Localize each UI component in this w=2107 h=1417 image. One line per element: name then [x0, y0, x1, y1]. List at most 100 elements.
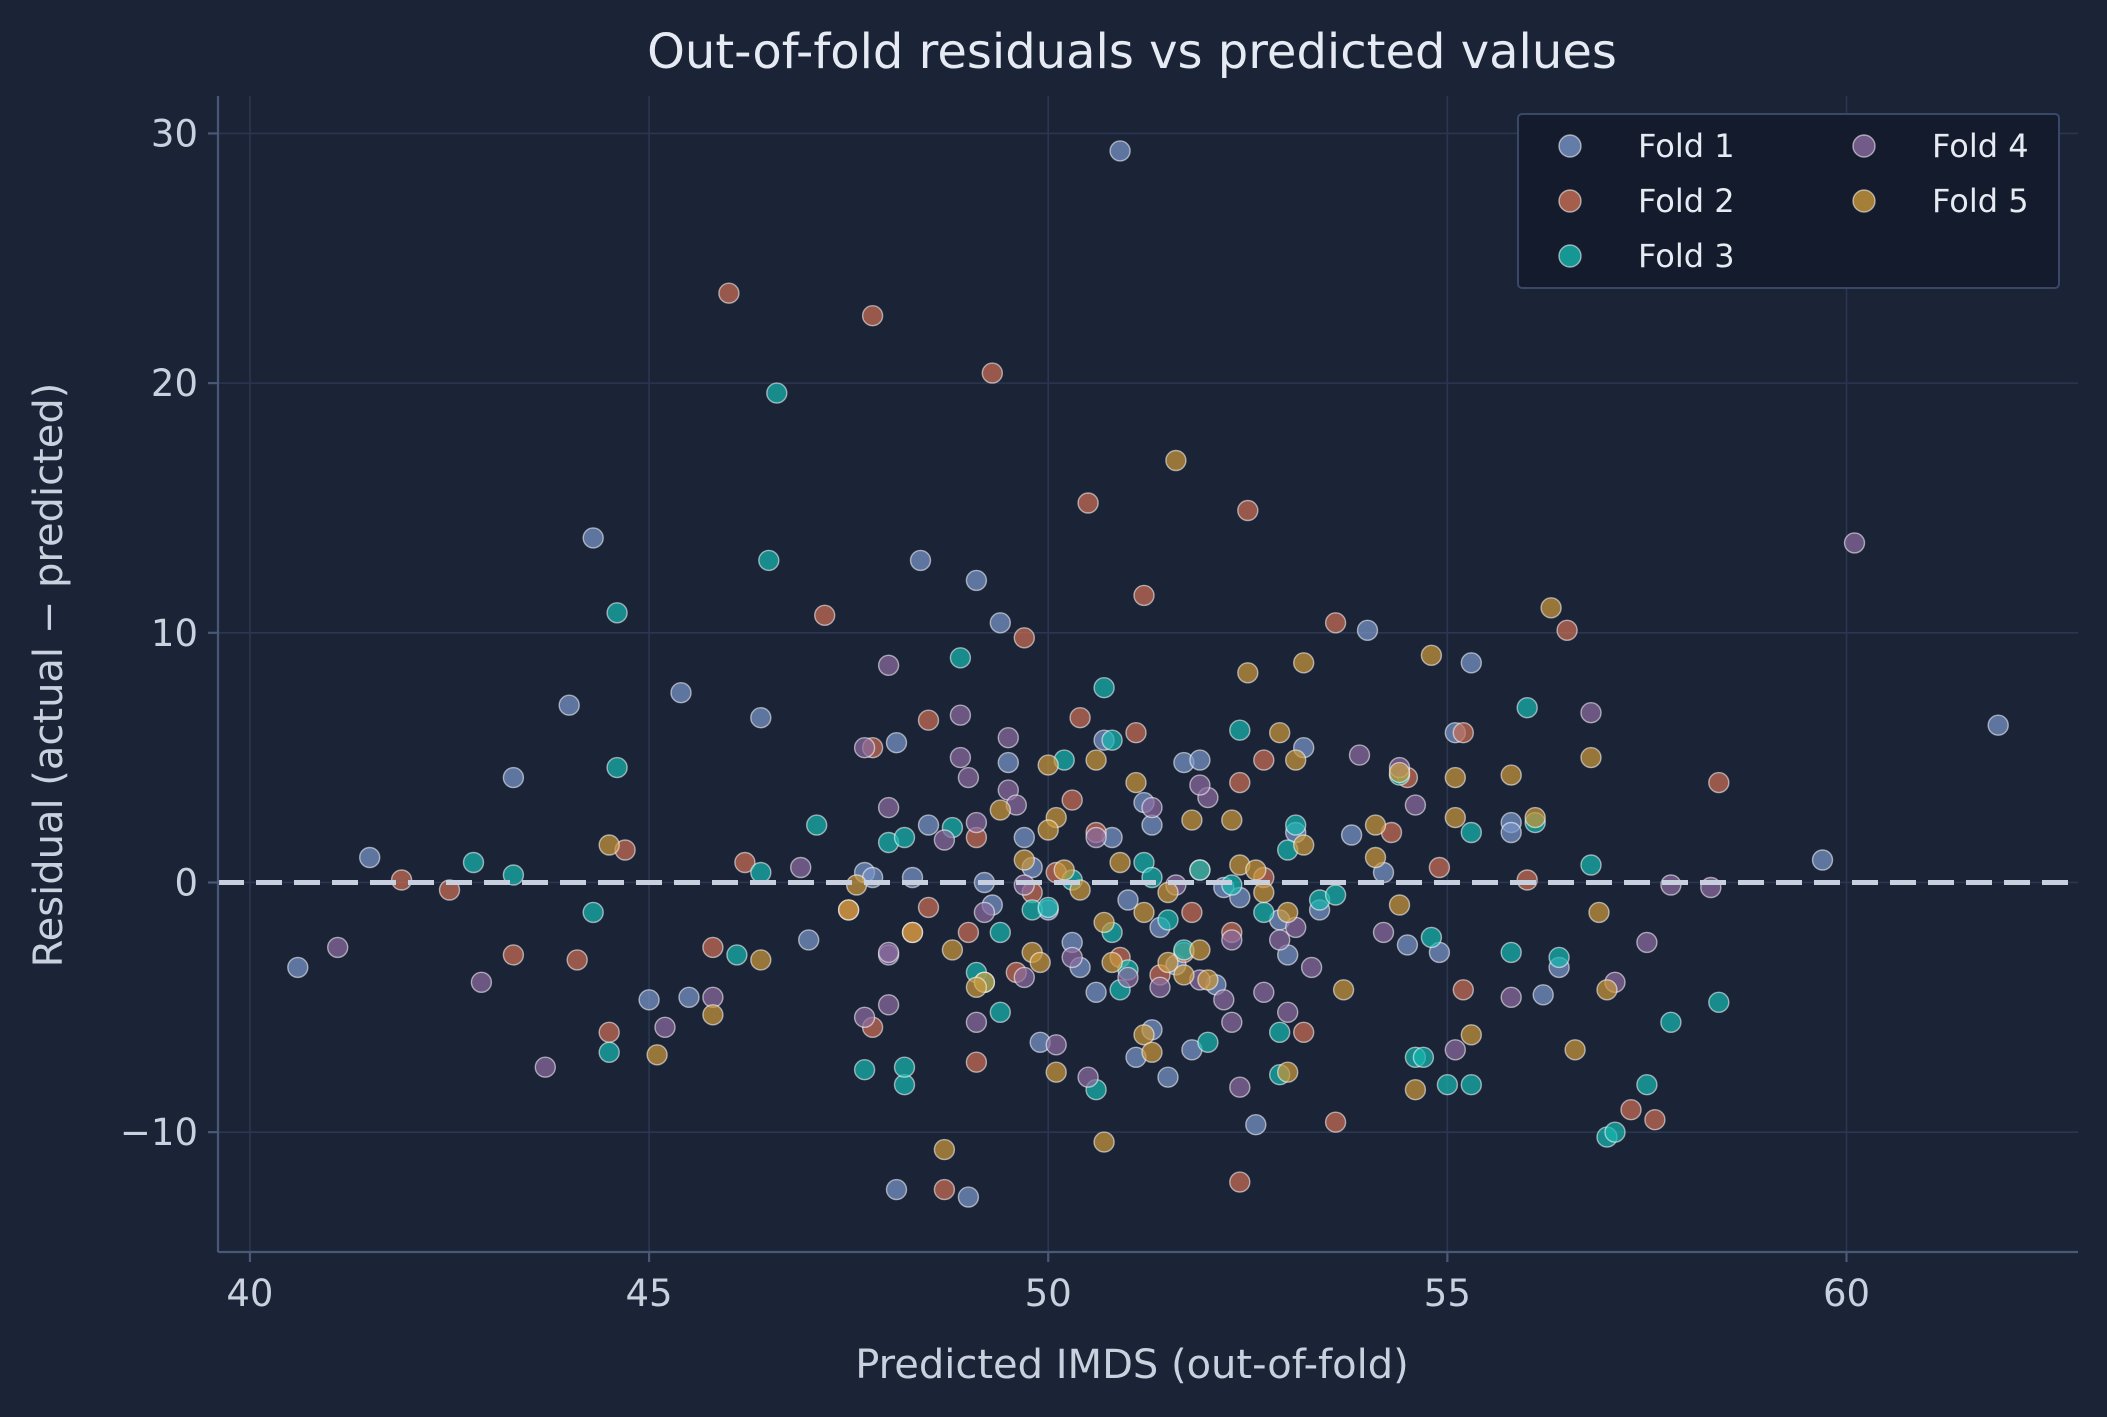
data-point: [893, 826, 916, 849]
data-point: [1133, 584, 1155, 607]
data-point: [1037, 754, 1059, 776]
data-point: [1548, 946, 1570, 969]
data-point: [1588, 901, 1610, 924]
x-tick-label: 40: [226, 1272, 273, 1315]
data-point: [917, 814, 940, 836]
data-point: [1085, 981, 1107, 1003]
data-point: [1388, 761, 1411, 784]
data-point: [965, 1051, 988, 1073]
chart-title: Out-of-fold residuals vs predicted value…: [647, 24, 1617, 80]
legend-item-fold-5: Fold 5: [1852, 182, 2029, 220]
data-point: [1245, 1113, 1267, 1136]
series-fold-1: [287, 140, 2009, 1208]
data-point: [287, 956, 309, 979]
data-point: [1644, 1108, 1666, 1131]
data-point: [1173, 964, 1195, 986]
data-point: [1412, 1046, 1435, 1069]
y-tick-label: 0: [174, 861, 198, 904]
data-point: [1069, 879, 1091, 901]
data-point: [1500, 821, 1522, 844]
data-point: [1660, 874, 1682, 896]
data-point: [877, 796, 900, 819]
data-point: [1372, 921, 1395, 944]
data-point: [1253, 901, 1275, 924]
data-point: [1292, 834, 1315, 856]
data-point: [1444, 1039, 1467, 1061]
data-point: [1708, 771, 1730, 794]
data-point: [1324, 612, 1347, 634]
data-point: [1061, 946, 1083, 969]
data-point: [1117, 889, 1139, 911]
data-point: [965, 811, 988, 834]
data-point: [965, 976, 988, 998]
data-point: [1181, 901, 1203, 924]
data-point: [1093, 677, 1115, 699]
data-point: [1013, 826, 1036, 849]
series-fold-5: [598, 449, 1618, 1161]
data-point: [502, 766, 525, 789]
data-point: [470, 971, 493, 993]
data-point: [1444, 766, 1467, 789]
data-point: [598, 1021, 620, 1044]
y-tick-label: 20: [151, 362, 198, 405]
data-point: [1077, 1066, 1099, 1088]
data-point: [957, 766, 980, 789]
data-point: [1268, 1021, 1291, 1044]
data-point: [1061, 789, 1083, 811]
data-point: [853, 1058, 876, 1081]
axes: [216, 96, 2078, 1254]
legend-marker: [1852, 134, 1876, 158]
data-point: [909, 549, 932, 572]
data-point: [1324, 1111, 1347, 1133]
data-point: [670, 682, 692, 704]
data-point: [933, 829, 956, 851]
data-point: [1292, 652, 1315, 674]
data-point: [1364, 846, 1387, 869]
data-point: [1037, 819, 1059, 841]
data-point: [1268, 722, 1291, 744]
data-point: [790, 856, 812, 879]
data-point: [965, 569, 988, 592]
data-point: [606, 756, 628, 779]
data-point: [1237, 662, 1259, 684]
data-point: [1564, 1039, 1586, 1061]
data-point: [1069, 707, 1091, 729]
data-point: [1556, 619, 1578, 641]
data-point: [734, 851, 756, 874]
data-point: [1604, 1121, 1626, 1143]
data-point: [1636, 931, 1658, 954]
data-point: [678, 986, 700, 1008]
data-point: [973, 901, 996, 924]
data-points: [287, 140, 2009, 1208]
data-point: [1229, 771, 1251, 794]
data-point: [1141, 1041, 1163, 1064]
data-point: [1189, 859, 1211, 881]
series-fold-3: [462, 382, 1730, 1148]
data-point: [1276, 901, 1299, 924]
data-point: [1332, 979, 1355, 1001]
data-point: [327, 936, 349, 959]
data-point: [702, 936, 724, 959]
data-point: [933, 1138, 956, 1161]
data-point: [1229, 1076, 1251, 1098]
data-point: [877, 994, 900, 1016]
data-point: [1013, 627, 1036, 649]
legend-label: Fold 5: [1932, 182, 2029, 220]
data-point: [1181, 809, 1203, 831]
legend-label: Fold 3: [1638, 237, 1735, 275]
data-point: [1420, 926, 1443, 949]
data-point: [1077, 492, 1099, 514]
data-point: [1987, 714, 2009, 736]
data-point: [1540, 597, 1562, 619]
data-point: [1292, 1021, 1315, 1044]
data-point: [1189, 749, 1211, 771]
data-point: [598, 1041, 620, 1064]
legend-item-fold-4: Fold 4: [1852, 127, 2029, 165]
data-point: [877, 654, 900, 676]
data-point: [1197, 969, 1219, 991]
data-point: [957, 921, 980, 944]
data-point: [582, 901, 604, 924]
data-point: [941, 939, 964, 961]
data-point: [1364, 814, 1387, 836]
data-point: [1500, 941, 1522, 964]
